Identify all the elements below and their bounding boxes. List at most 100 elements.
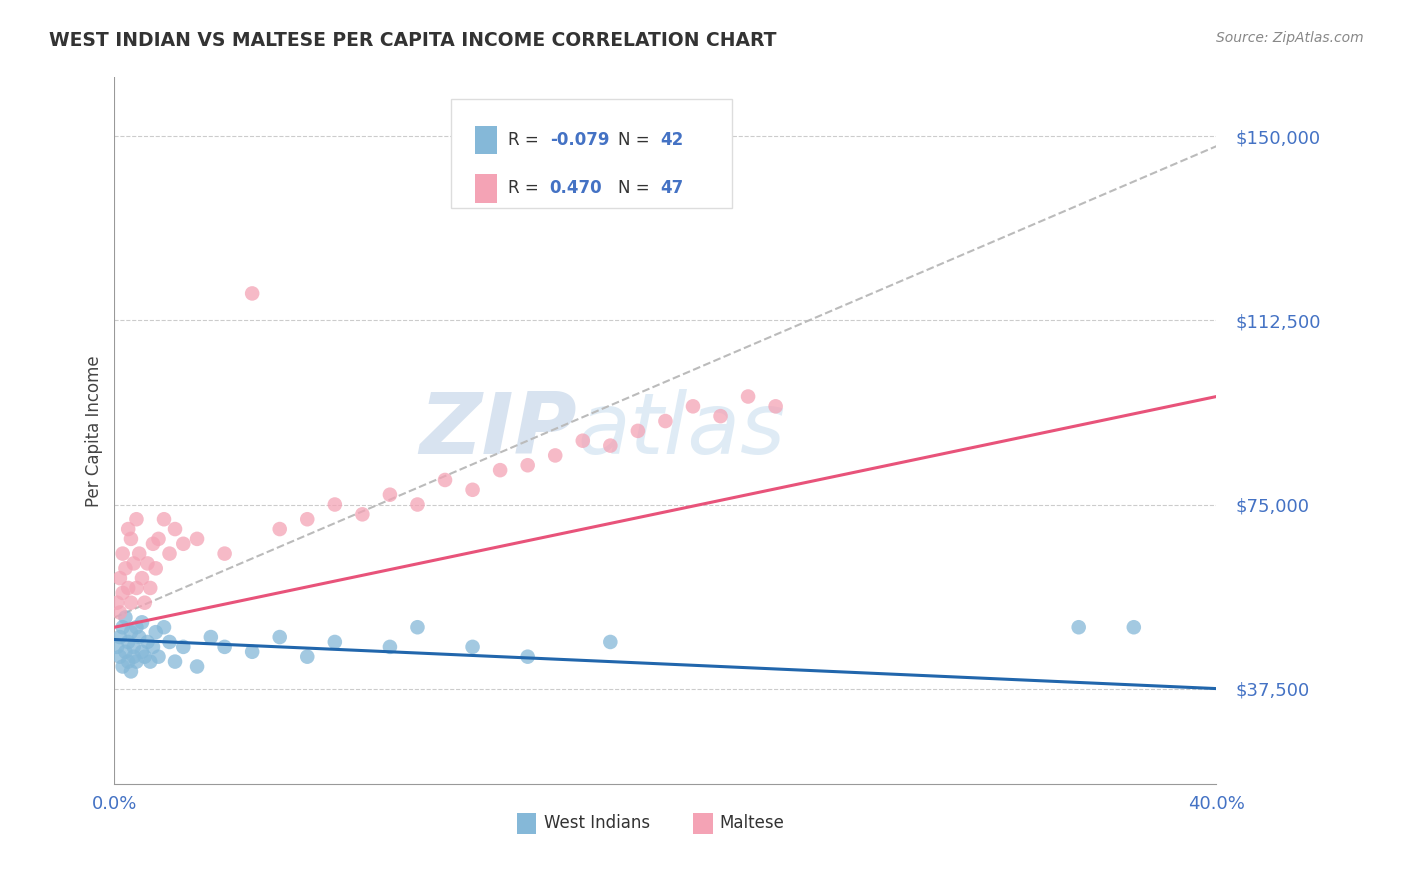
Point xyxy=(122,557,145,571)
Point xyxy=(461,640,484,654)
Point xyxy=(200,630,222,644)
Text: atlas: atlas xyxy=(578,390,786,473)
Point xyxy=(159,635,181,649)
Point xyxy=(134,649,156,664)
Point xyxy=(172,640,194,654)
Point xyxy=(159,547,181,561)
Point xyxy=(352,508,374,522)
Point xyxy=(108,606,131,620)
Point xyxy=(186,532,208,546)
Point xyxy=(108,630,131,644)
Point xyxy=(117,581,139,595)
Point xyxy=(145,625,167,640)
Point xyxy=(269,630,291,644)
Point xyxy=(240,286,263,301)
Point xyxy=(131,645,153,659)
FancyBboxPatch shape xyxy=(475,126,496,153)
Text: 0.470: 0.470 xyxy=(550,179,602,197)
FancyBboxPatch shape xyxy=(693,813,713,834)
Point xyxy=(117,655,139,669)
Point xyxy=(163,655,186,669)
Point xyxy=(128,630,150,644)
Point xyxy=(434,473,457,487)
Text: Source: ZipAtlas.com: Source: ZipAtlas.com xyxy=(1216,31,1364,45)
Point xyxy=(120,532,142,546)
Point xyxy=(406,620,429,634)
Point xyxy=(105,596,128,610)
Point xyxy=(148,649,170,664)
Point xyxy=(136,557,159,571)
Point xyxy=(120,665,142,679)
Point xyxy=(111,586,134,600)
Point xyxy=(1122,620,1144,634)
Point xyxy=(214,640,236,654)
Point xyxy=(128,547,150,561)
Point xyxy=(120,596,142,610)
Point xyxy=(148,532,170,546)
Point xyxy=(153,512,176,526)
Point xyxy=(163,522,186,536)
Point xyxy=(269,522,291,536)
Point xyxy=(136,635,159,649)
Point xyxy=(142,537,165,551)
Point xyxy=(125,512,148,526)
Point xyxy=(131,615,153,630)
Point xyxy=(108,571,131,585)
Point xyxy=(153,620,176,634)
Point xyxy=(114,610,136,624)
Text: R =: R = xyxy=(508,130,544,149)
Text: WEST INDIAN VS MALTESE PER CAPITA INCOME CORRELATION CHART: WEST INDIAN VS MALTESE PER CAPITA INCOME… xyxy=(49,31,776,50)
Y-axis label: Per Capita Income: Per Capita Income xyxy=(86,355,103,507)
Point xyxy=(544,449,567,463)
Point xyxy=(599,635,621,649)
FancyBboxPatch shape xyxy=(475,174,496,202)
Point xyxy=(125,655,148,669)
Point xyxy=(131,571,153,585)
Point xyxy=(111,659,134,673)
Point xyxy=(461,483,484,497)
Point xyxy=(117,635,139,649)
FancyBboxPatch shape xyxy=(450,99,731,208)
Point xyxy=(682,400,704,414)
FancyBboxPatch shape xyxy=(516,813,537,834)
Point xyxy=(654,414,676,428)
Text: R =: R = xyxy=(508,179,544,197)
Point xyxy=(117,522,139,536)
Point xyxy=(122,649,145,664)
Point xyxy=(378,488,401,502)
Point xyxy=(489,463,512,477)
Text: Maltese: Maltese xyxy=(720,814,785,832)
Point xyxy=(114,561,136,575)
Text: N =: N = xyxy=(619,130,655,149)
Text: ZIP: ZIP xyxy=(419,390,578,473)
Point xyxy=(571,434,593,448)
Text: 47: 47 xyxy=(659,179,683,197)
Point xyxy=(765,400,787,414)
Point xyxy=(737,390,759,404)
Point xyxy=(406,498,429,512)
Point xyxy=(114,645,136,659)
Point xyxy=(142,640,165,654)
Point xyxy=(297,512,319,526)
Point xyxy=(125,620,148,634)
Point xyxy=(120,625,142,640)
Point xyxy=(599,439,621,453)
Point xyxy=(139,581,162,595)
Point xyxy=(145,561,167,575)
Point xyxy=(323,498,346,512)
Point xyxy=(709,409,731,424)
Text: 42: 42 xyxy=(659,130,683,149)
Point xyxy=(125,581,148,595)
Point xyxy=(111,620,134,634)
Text: -0.079: -0.079 xyxy=(550,130,609,149)
Point xyxy=(1067,620,1090,634)
Point xyxy=(323,635,346,649)
Point xyxy=(627,424,650,438)
Point xyxy=(134,596,156,610)
Point xyxy=(172,537,194,551)
Point xyxy=(297,649,319,664)
Point xyxy=(111,547,134,561)
Text: West Indians: West Indians xyxy=(544,814,651,832)
Text: N =: N = xyxy=(619,179,655,197)
Point xyxy=(378,640,401,654)
